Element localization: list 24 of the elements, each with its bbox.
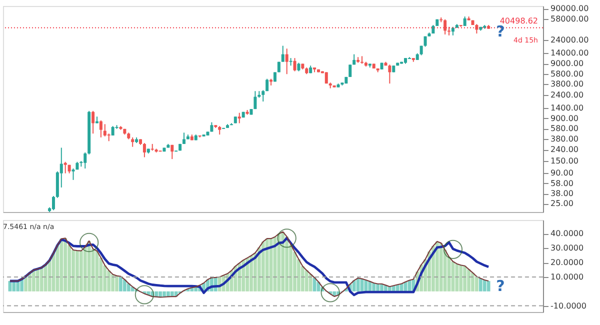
y-tick-label: 150.00	[550, 156, 578, 166]
y-tick-label: 24000.00	[550, 36, 589, 45]
y-tick-label: 30.0000	[550, 244, 584, 253]
y-tick-label: 20.0000	[550, 258, 584, 268]
y-tick-label: 90000.00	[550, 4, 589, 14]
y-tick-label: 580.00	[550, 124, 578, 134]
y-tick-label: 58000.00	[550, 14, 589, 24]
y-tick-label: 9000.00	[550, 59, 584, 68]
y-tick-label: 38.00	[550, 189, 574, 198]
y-tick-label: 90.00	[550, 168, 574, 178]
y-tick-label: 240.00	[550, 145, 578, 154]
y-tick-label: 900.00	[550, 114, 578, 123]
annotation: ?	[496, 277, 505, 296]
y-tick-label: 1400.00	[550, 103, 584, 112]
y-tick-label: 14000.00	[550, 48, 589, 58]
y-tick-label: 58.00	[550, 179, 574, 188]
y-tick-label: -10.0000	[550, 301, 586, 310]
y-tick-label: 2400.00	[550, 90, 584, 100]
y-tick-label: 380.00	[550, 134, 578, 144]
y-tick-label: 40.0000	[550, 229, 584, 238]
y-tick-label: 10.0000	[550, 272, 584, 282]
y-tick-label: 5800.00	[550, 69, 584, 78]
y-tick-label: 3800.00	[550, 80, 584, 89]
y-tick-label: 25.00	[550, 199, 574, 208]
